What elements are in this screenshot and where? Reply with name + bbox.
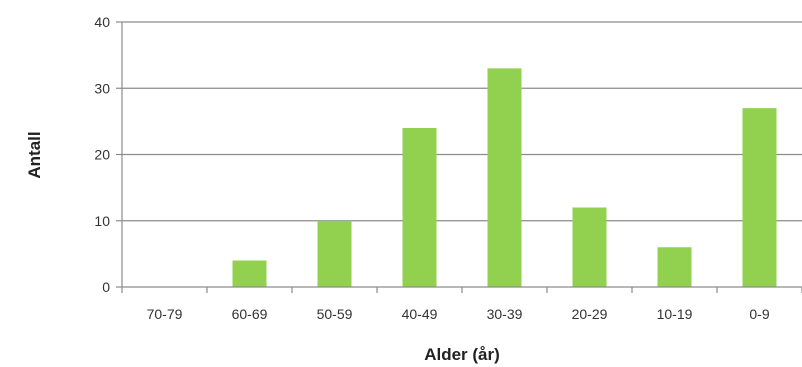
y-tick-label-40: 40 [94,14,110,30]
bars [232,68,777,287]
axes [116,21,802,293]
x-tick-label-40-49: 40-49 [402,306,438,322]
bar-60-69 [232,260,267,287]
bar-50-59 [317,220,352,287]
grid-lines [122,21,802,222]
bar-40-49 [402,128,437,287]
x-tick-label-30-39: 30-39 [487,306,523,322]
bar-0-9 [742,108,777,287]
x-tick-labels: 70-79 60-69 50-59 40-49 30-39 20-29 10-19 0-9 [147,306,770,322]
x-tick-label-50-59: 50-59 [317,306,353,322]
bar-30-39 [487,68,522,287]
x-tick-label-70-79: 70-79 [147,306,183,322]
x-tick-label-20-29: 20-29 [572,306,608,322]
y-tick-label-10: 10 [94,213,110,229]
x-axis-title: Alder (år) [424,345,500,364]
y-tick-label-30: 30 [94,80,110,96]
bar-20-29 [572,207,607,287]
y-tick-label-0: 0 [102,279,110,295]
y-axis-title: Antall [25,131,44,178]
x-tick-label-0-9: 0-9 [749,306,769,322]
x-tick-label-10-19: 10-19 [657,306,693,322]
bar-10-19 [657,247,692,287]
x-tick-label-60-69: 60-69 [232,306,268,322]
y-tick-label-20: 20 [94,147,110,163]
y-tick-labels: 0 10 20 30 40 [94,14,110,295]
